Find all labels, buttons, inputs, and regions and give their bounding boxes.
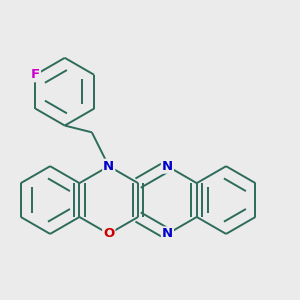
Text: N: N bbox=[162, 227, 173, 240]
Text: F: F bbox=[31, 68, 40, 81]
Text: N: N bbox=[162, 160, 173, 173]
Text: O: O bbox=[103, 227, 114, 240]
Text: N: N bbox=[103, 160, 114, 173]
